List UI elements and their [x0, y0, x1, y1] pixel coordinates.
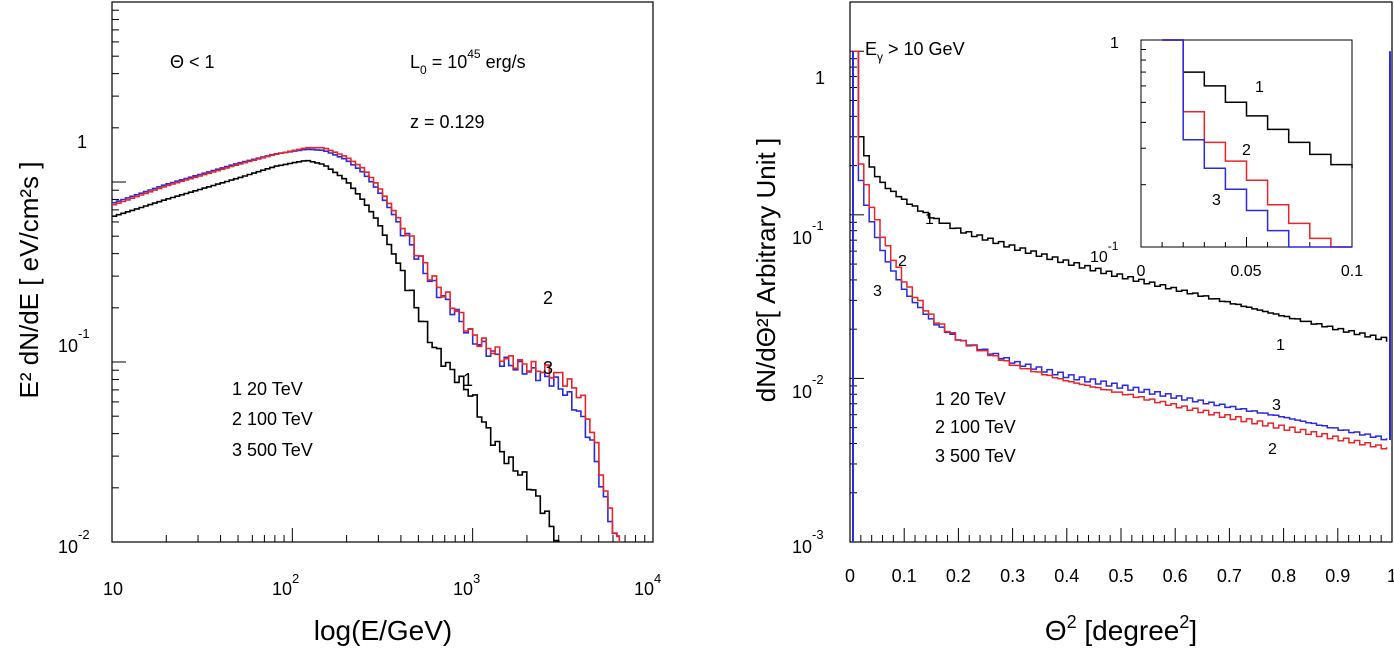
left-theta-annotation: Θ < 1 [170, 52, 215, 72]
right-xtick-label: 0.1 [892, 566, 917, 586]
right-legend-1: 1 20 TeV [935, 389, 1006, 409]
right-xtick-label: 0 [845, 566, 855, 586]
inset-curve-label-1: 1 [1255, 79, 1264, 96]
right-ytick-0.001: 10-3 [792, 527, 824, 557]
left-series-1-line [112, 159, 560, 542]
left-luminosity-annotation: L0 = 1045 erg/s [410, 47, 526, 77]
right-xtick-label: 0.8 [1271, 566, 1296, 586]
left-series-3-line [112, 148, 621, 542]
left-ytick-1: 1 [77, 132, 87, 152]
inset-xtick-0: 0 [1137, 263, 1146, 280]
right-series-1-line [853, 50, 1388, 342]
right-ytick-1: 1 [815, 68, 825, 88]
right-curve-label-1-upper: 1 [925, 211, 934, 228]
right-series [852, 50, 1391, 542]
right-legend-2: 2 100 TeV [935, 417, 1016, 437]
right-chart: 1 10-1 10-2 10-3 0 0.1 0.2 0.3 0.4 0.5 0.6 0.7 0… [751, 1, 1394, 646]
inset-xtick-0.05: 0.05 [1230, 263, 1261, 280]
left-series [112, 146, 621, 542]
left-curve-label-1: 1 [463, 370, 473, 390]
right-curve-label-2-lower: 2 [1268, 441, 1277, 458]
left-series-2-line [112, 146, 621, 542]
inset-frame [1140, 39, 1353, 248]
left-legend-1: 1 20 TeV [232, 379, 303, 399]
right-xtick-label: 1 [1387, 566, 1394, 586]
right-series-2-line [853, 50, 1388, 450]
left-ytick-0.1: 10-1 [58, 326, 90, 356]
right-curve-label-3-lower: 3 [1272, 397, 1281, 414]
right-x-tick-labels: 0 0.1 0.2 0.3 0.4 0.5 0.6 0.7 0.8 0.9 1 [845, 566, 1394, 586]
left-ticks [111, 9, 646, 543]
left-curve-label-2: 2 [543, 288, 553, 308]
left-x-axis-label: log(E/GeV) [314, 615, 453, 646]
right-xtick-label: 0.2 [946, 566, 971, 586]
right-xtick-label: 0.3 [1000, 566, 1025, 586]
inset-ticks [1140, 39, 1353, 248]
left-redshift-annotation: z = 0.129 [410, 112, 485, 132]
right-ytick-0.1: 10-1 [792, 218, 824, 248]
inset-ytick-0.1: 10-1 [1090, 239, 1119, 266]
left-legend-2: 2 100 TeV [232, 409, 313, 429]
left-xtick-10000: 104 [634, 571, 661, 599]
right-xtick-label: 0.6 [1163, 566, 1188, 586]
right-curve-label-2-upper: 2 [898, 253, 907, 270]
inset-xtick-0.1: 0.1 [1341, 263, 1363, 280]
right-x-axis-label: Θ2 [degree2] [1045, 612, 1197, 646]
left-y-axis-label: E² dN/dE [ eV/cm²s ] [14, 162, 44, 399]
right-legend-3: 3 500 TeV [935, 446, 1016, 466]
left-plot-frame [111, 1, 654, 543]
inset-curve-label-3: 3 [1212, 192, 1221, 209]
inset-series-3-line [1162, 39, 1352, 248]
right-y-axis-label: dN/dΘ²[ Arbitrary Unit ] [751, 138, 781, 402]
inset-series-1-line [1162, 39, 1353, 169]
inset-series-2-line [1162, 39, 1352, 248]
right-curve-label-1-lower: 1 [1276, 337, 1285, 354]
inset-curve-label-2: 2 [1242, 142, 1251, 159]
right-xtick-label: 0.9 [1325, 566, 1350, 586]
right-curve-label-3-upper: 3 [873, 283, 882, 300]
left-xtick-1000: 103 [453, 571, 480, 599]
right-ticks [849, 1, 1393, 543]
left-ytick-0.01: 10-2 [58, 527, 90, 557]
right-xtick-label: 0.7 [1217, 566, 1242, 586]
right-xtick-label: 0.4 [1054, 566, 1079, 586]
right-ytick-0.01: 10-2 [792, 372, 824, 402]
left-chart: 1 10-1 10-2 10 102 103 104 log(E/GeV) E²… [14, 1, 661, 646]
right-energy-annotation: Eγ > 10 GeV [865, 39, 965, 64]
left-curve-label-3: 3 [543, 358, 553, 378]
left-xtick-100: 102 [272, 571, 299, 599]
inset-ytick-1: 1 [1110, 35, 1119, 52]
right-xtick-label: 0.5 [1108, 566, 1133, 586]
left-xtick-10: 10 [103, 579, 123, 599]
left-legend-3: 3 500 TeV [232, 440, 313, 460]
inset-series [1162, 39, 1353, 248]
inset-chart: 1 10-1 0 0.05 0.1 1 2 3 [1090, 35, 1363, 280]
